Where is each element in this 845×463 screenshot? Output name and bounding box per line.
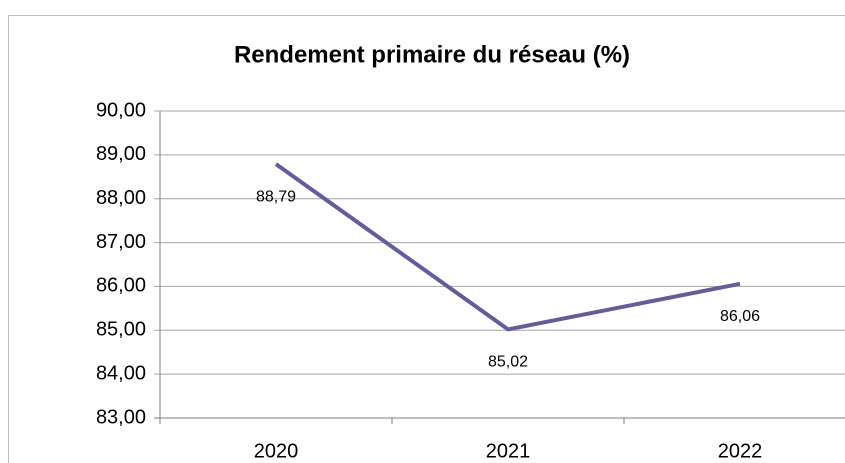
x-tick-label: 2021 bbox=[486, 440, 531, 462]
y-tick-label: 90,00 bbox=[96, 99, 146, 121]
data-line bbox=[274, 162, 741, 332]
x-tick-label: 2020 bbox=[254, 440, 299, 462]
data-label: 88,79 bbox=[256, 188, 296, 205]
chart-border bbox=[8, 15, 845, 463]
data-label: 85,02 bbox=[488, 354, 528, 371]
y-tick-label: 83,00 bbox=[96, 406, 146, 428]
y-tick-label: 88,00 bbox=[96, 187, 146, 209]
data-label: 86,06 bbox=[720, 308, 760, 325]
chart-title: Rendement primaire du réseau (%) bbox=[234, 41, 630, 68]
y-tick-label: 87,00 bbox=[96, 231, 146, 253]
y-tick-label: 84,00 bbox=[96, 362, 146, 384]
y-tick-label: 86,00 bbox=[96, 275, 146, 297]
y-tick-label: 89,00 bbox=[96, 143, 146, 165]
y-tick-label: 85,00 bbox=[96, 319, 146, 341]
x-tick-label: 2022 bbox=[718, 440, 763, 462]
